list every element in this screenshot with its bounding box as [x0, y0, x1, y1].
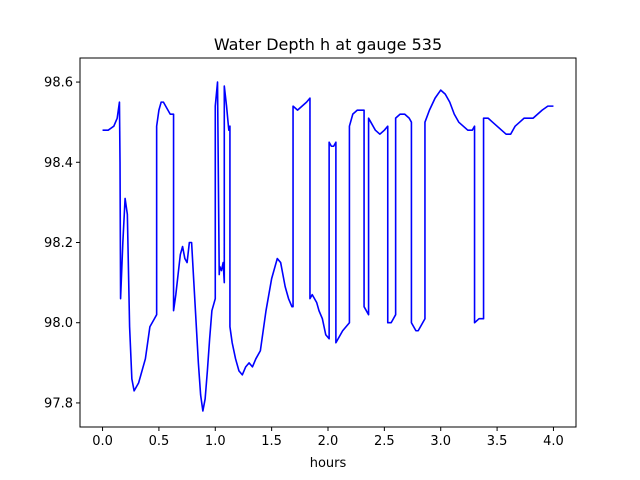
- series-line: [102, 81, 554, 412]
- chart-title: Water Depth h at gauge 535: [214, 35, 442, 54]
- x-tick-label: 0.5: [149, 434, 170, 449]
- x-axis-label: hours: [310, 456, 347, 471]
- y-tick-label: 98.2: [44, 236, 73, 251]
- y-axis: 97.8 98.0 98.2 98.4 98.6: [44, 76, 80, 411]
- x-tick-label: 1.0: [205, 434, 226, 449]
- x-tick-label: 0.0: [92, 434, 113, 449]
- x-tick-label: 2.5: [374, 434, 395, 449]
- x-tick-label: 3.5: [487, 434, 508, 449]
- y-tick-label: 98.4: [44, 156, 73, 171]
- x-tick-label: 1.5: [261, 434, 282, 449]
- plot-area: [102, 81, 554, 412]
- y-tick-label: 98.6: [44, 76, 73, 91]
- x-tick-label: 2.0: [318, 434, 339, 449]
- x-tick-label: 4.0: [543, 434, 564, 449]
- y-tick-label: 98.0: [44, 316, 73, 331]
- x-tick-label: 3.0: [430, 434, 451, 449]
- y-tick-label: 97.8: [44, 396, 73, 411]
- x-axis: 0.0 0.5 1.0 1.5 2.0 2.5 3.0 3.5 4.0: [92, 427, 564, 449]
